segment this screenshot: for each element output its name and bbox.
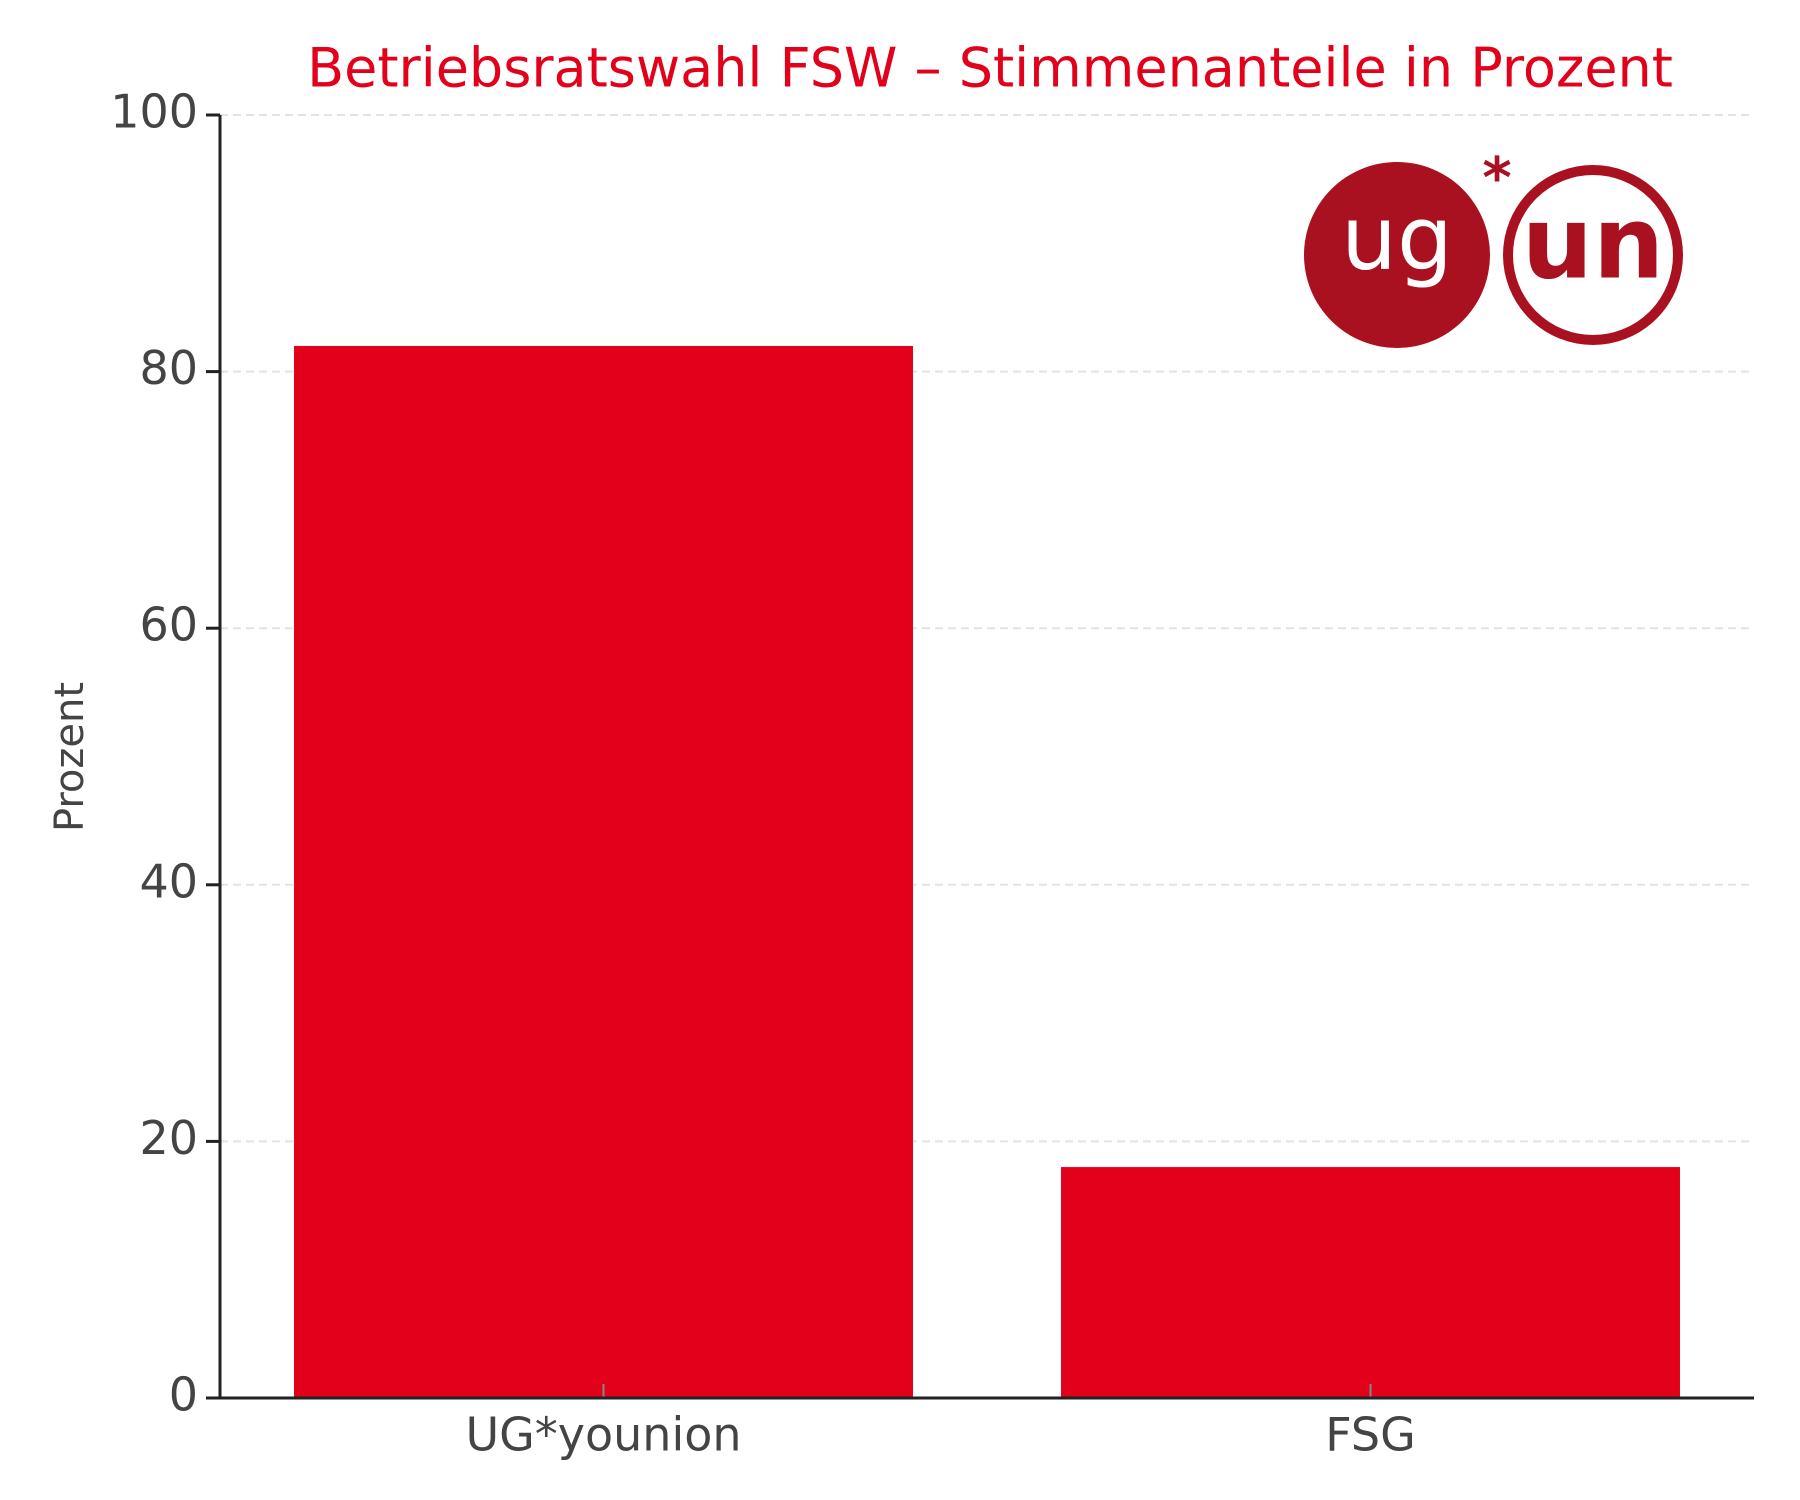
- logo-text: un: [1522, 184, 1664, 301]
- logo-star: *: [1482, 146, 1511, 211]
- logo-text: ug: [1341, 187, 1453, 290]
- bar: [294, 345, 913, 1399]
- y-tick-label: 60: [139, 598, 198, 652]
- y-tick-label: 20: [139, 1111, 198, 1165]
- chart-title: Betriebsratswahl FSW – Stimmenanteile in…: [307, 37, 1673, 100]
- y-tick-label: 0: [169, 1368, 198, 1422]
- y-axis-label: Prozent: [47, 682, 93, 832]
- y-tick-label: 80: [139, 341, 198, 395]
- y-tick-label: 100: [110, 85, 198, 139]
- logo: ug * un: [1304, 146, 1683, 348]
- bar: [1061, 1167, 1680, 1398]
- y-tick-label: 40: [139, 854, 198, 908]
- logo-circle: [1304, 162, 1490, 348]
- logo-ring: [1503, 165, 1683, 345]
- x-tick-label: FSG: [1325, 1408, 1416, 1462]
- x-tick-label: UG*younion: [465, 1408, 741, 1462]
